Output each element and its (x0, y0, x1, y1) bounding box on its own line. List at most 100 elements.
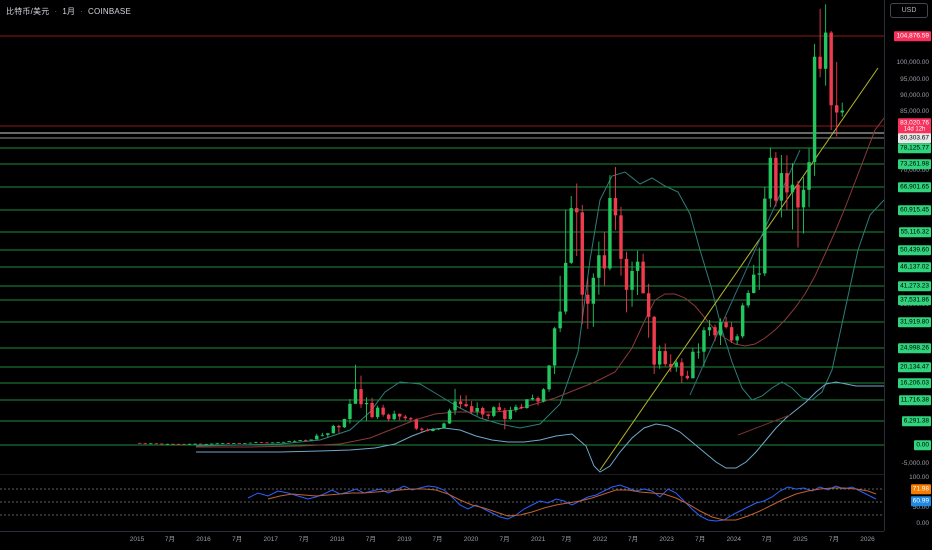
candle-body[interactable] (552, 328, 557, 366)
candle-body[interactable] (342, 418, 347, 428)
candle-body[interactable] (779, 173, 784, 201)
candle-body[interactable] (209, 443, 214, 445)
candle-body[interactable] (281, 441, 286, 443)
candle-body[interactable] (221, 443, 225, 444)
candle-body[interactable] (270, 442, 275, 444)
candle-body[interactable] (575, 208, 579, 213)
candle-body[interactable] (774, 157, 778, 201)
candle-body[interactable] (171, 443, 175, 445)
price-pane[interactable] (0, 0, 884, 473)
candle-body[interactable] (480, 408, 485, 415)
candle-body[interactable] (414, 419, 419, 429)
candle-body[interactable] (154, 443, 159, 445)
candle-body[interactable] (680, 362, 684, 376)
candle-body[interactable] (602, 255, 607, 269)
candle-body[interactable] (691, 351, 695, 379)
candle-body[interactable] (226, 443, 230, 444)
candle-body[interactable] (729, 327, 734, 341)
candle-body[interactable] (326, 433, 330, 435)
candle-body[interactable] (763, 198, 767, 274)
candle-body[interactable] (790, 184, 795, 193)
candlestick-series[interactable] (138, 4, 844, 445)
candle-body[interactable] (232, 443, 236, 444)
price-badge-blue[interactable]: 60.99 (910, 496, 931, 506)
candle-body[interactable] (536, 397, 540, 402)
candle-body[interactable] (586, 294, 590, 304)
price-badge-green[interactable]: 11,716.38 (898, 395, 931, 405)
candle-body[interactable] (149, 443, 153, 445)
price-badge-green[interactable]: 66,901.65 (898, 182, 931, 192)
price-badge-green[interactable]: 73,261.98 (898, 159, 931, 169)
candle-body[interactable] (652, 316, 656, 365)
candle-body[interactable] (425, 429, 430, 432)
exchange-label[interactable]: COINBASE (88, 7, 131, 16)
candle-body[interactable] (204, 443, 208, 445)
candle-body[interactable] (608, 198, 612, 269)
candle-body[interactable] (176, 443, 181, 445)
candle-body[interactable] (740, 305, 745, 337)
candle-body[interactable] (624, 258, 629, 290)
candle-body[interactable] (320, 434, 325, 436)
price-badge-green[interactable]: 55,116.32 (898, 227, 931, 237)
price-badge-green[interactable]: 6,291.38 (901, 416, 931, 426)
candle-body[interactable] (386, 414, 391, 420)
candle-body[interactable] (248, 442, 253, 444)
price-badge-red[interactable]: 104,876.59 (894, 31, 931, 41)
candle-body[interactable] (287, 440, 291, 442)
candle-body[interactable] (768, 157, 773, 199)
candle-body[interactable] (243, 443, 247, 444)
candle-body[interactable] (187, 443, 192, 445)
candle-body[interactable] (735, 336, 739, 341)
oscillator-pane[interactable] (0, 474, 884, 530)
candle-body[interactable] (348, 403, 352, 419)
candle-body[interactable] (591, 277, 596, 304)
candle-body[interactable] (469, 406, 474, 412)
candle-body[interactable] (702, 330, 706, 352)
candle-body[interactable] (630, 270, 634, 290)
candle-body[interactable] (370, 402, 374, 418)
candle-body[interactable] (834, 105, 839, 113)
candle-body[interactable] (801, 189, 806, 208)
candle-body[interactable] (796, 184, 800, 208)
candle-body[interactable] (381, 407, 385, 415)
candle-body[interactable] (215, 443, 219, 445)
candle-body[interactable] (398, 413, 402, 417)
price-badge-green[interactable]: 24,998.26 (898, 343, 931, 353)
price-badge-green[interactable]: 78,125.77 (898, 143, 931, 153)
candle-body[interactable] (724, 322, 728, 328)
candle-body[interactable] (265, 442, 269, 444)
candle-body[interactable] (436, 428, 441, 430)
candle-body[interactable] (713, 327, 717, 336)
candle-body[interactable] (829, 32, 833, 106)
trendline-maroon[interactable] (737, 414, 791, 436)
candle-body[interactable] (514, 406, 518, 411)
candle-body[interactable] (558, 311, 562, 329)
candle-body[interactable] (823, 32, 828, 69)
candle-body[interactable] (276, 442, 280, 443)
candle-body[interactable] (198, 443, 203, 445)
currency-button[interactable]: USD (890, 3, 928, 18)
candle-body[interactable] (669, 364, 673, 367)
candle-body[interactable] (492, 407, 496, 416)
trendline-yellow[interactable] (599, 67, 879, 471)
candle-body[interactable] (403, 416, 407, 419)
candle-body[interactable] (486, 414, 490, 416)
candle-body[interactable] (597, 255, 601, 278)
price-badge-green[interactable]: 46,137.02 (898, 262, 931, 272)
candle-body[interactable] (138, 442, 142, 444)
candle-body[interactable] (254, 442, 258, 443)
candle-body[interactable] (547, 365, 551, 390)
candle-body[interactable] (193, 443, 197, 445)
candle-body[interactable] (237, 443, 242, 444)
candle-body[interactable] (646, 293, 651, 317)
symbol-name[interactable]: 比特币/美元 (6, 7, 50, 16)
price-badge-green[interactable]: 37,531.86 (898, 295, 931, 305)
candle-body[interactable] (331, 425, 336, 434)
candle-body[interactable] (530, 397, 535, 400)
candle-body[interactable] (685, 375, 690, 379)
candle-body[interactable] (613, 198, 618, 216)
candle-body[interactable] (508, 410, 513, 419)
candle-body[interactable] (447, 410, 452, 424)
candle-body[interactable] (663, 351, 667, 365)
candle-body[interactable] (541, 389, 546, 402)
